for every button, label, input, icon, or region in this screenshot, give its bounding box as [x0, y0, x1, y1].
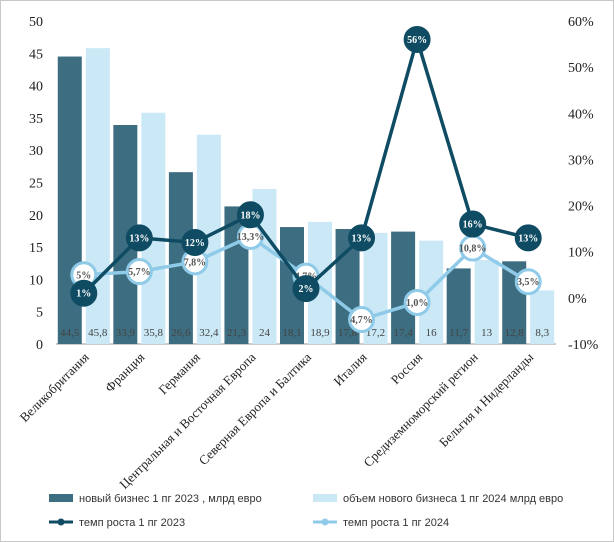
bar-value-label: 18,1 [282, 327, 301, 339]
y-tick-label: 40 [29, 80, 43, 95]
line-value-label: 10,8% [459, 244, 487, 255]
line-value-label: 56% [407, 35, 427, 46]
bar-value-label: 21,3 [227, 327, 247, 339]
y2-tick-label: 40% [568, 107, 594, 122]
legend-label: объем нового бизнеса 1 пг 2024 млрд евро [343, 493, 563, 505]
marker-2024 [348, 306, 376, 334]
y2-tick-label: 60% [568, 15, 594, 30]
y2-tick-label: 10% [568, 246, 594, 261]
y2-tick-label: 20% [568, 200, 594, 215]
bar-value-label: 17,4 [393, 327, 413, 339]
marker-2024 [403, 288, 431, 316]
category-label: Италия [330, 350, 369, 389]
y-tick-label: 5 [36, 306, 43, 321]
marker-2023 [403, 25, 431, 53]
legend-swatch [313, 494, 337, 502]
line-value-label: 13% [129, 233, 149, 244]
category-label: Средиземноморский регион [360, 349, 480, 469]
bar-2024 [474, 260, 499, 344]
bar-2023 [391, 231, 416, 344]
y-tick-label: 10 [29, 273, 43, 288]
marker-2023 [181, 228, 209, 256]
line-value-label: 3,5% [517, 277, 540, 288]
y-tick-label: 25 [29, 177, 43, 192]
y-tick-label: 0 [36, 338, 43, 353]
bar-value-label: 13 [481, 327, 493, 339]
y-tick-label: 15 [29, 241, 43, 256]
line-value-label: 7,8% [184, 257, 207, 268]
bar-value-label: 44,5 [60, 327, 80, 339]
y-tick-label: 35 [29, 112, 43, 127]
bar-value-label: 17,8 [338, 327, 358, 339]
line-value-label: 1,0% [406, 298, 429, 309]
line-value-label: 16% [463, 220, 483, 231]
bar-value-label: 16 [426, 327, 438, 339]
legend-label: темп роста 1 пг 2023 [79, 517, 185, 529]
bar-value-label: 33,9 [116, 327, 136, 339]
line-value-label: 18% [240, 210, 260, 221]
legend-label: новый бизнес 1 пг 2023 , млрд евро [79, 493, 262, 505]
category-label: Франция [102, 350, 148, 396]
category-label: Германия [155, 350, 203, 398]
line-value-label: 13% [518, 233, 538, 244]
line-value-label: 4,7% [350, 315, 373, 326]
category-label: Бельгия и Нидерланды [436, 349, 537, 450]
marker-2023 [125, 224, 153, 252]
line-value-label: 1% [76, 289, 91, 300]
category-label: Великобритания [17, 350, 92, 425]
bar-value-label: 8,3 [535, 327, 549, 339]
bar-value-label: 17,2 [366, 327, 385, 339]
legend-marker [57, 518, 65, 526]
y2-tick-label: 50% [568, 61, 594, 76]
marker-2023 [514, 224, 542, 252]
line-value-label: 12% [185, 238, 205, 249]
marker-2023 [292, 275, 320, 303]
bar-value-label: 35,8 [144, 327, 164, 339]
legend-swatch [49, 494, 73, 502]
marker-2023 [459, 210, 487, 238]
y-tick-label: 45 [29, 47, 43, 62]
bar-value-label: 12,8 [505, 327, 525, 339]
y-tick-label: 20 [29, 209, 43, 224]
legend-label: темп роста 1 пг 2024 [343, 517, 449, 529]
line-value-label: 5,7% [128, 267, 151, 278]
marker-2023 [348, 224, 376, 252]
y2-tick-label: 30% [568, 153, 594, 168]
bar-value-label: 45,8 [88, 327, 108, 339]
y2-tick-label: -10% [568, 338, 599, 353]
bar-value-label: 11,7 [449, 327, 468, 339]
category-label: Россия [388, 350, 426, 388]
bar-value-label: 24 [259, 327, 271, 339]
marker-2024 [125, 258, 153, 286]
marker-2024 [514, 268, 542, 296]
y-tick-label: 30 [29, 144, 43, 159]
line-value-label: 13% [352, 233, 372, 244]
legend-marker [321, 518, 329, 526]
bar-2024 [530, 290, 555, 344]
bar-2023 [446, 268, 471, 344]
bar-value-label: 18,9 [310, 327, 330, 339]
category-label: Северная Европа и Балтика [196, 349, 315, 468]
y2-tick-label: 0% [568, 292, 587, 307]
y-tick-label: 50 [29, 15, 43, 30]
line-value-label: 2% [299, 284, 314, 295]
bar-value-label: 32,4 [199, 327, 219, 339]
marker-2023 [236, 201, 264, 229]
line-value-label: 13,3% [237, 232, 265, 243]
line-value-label: 5% [76, 270, 91, 281]
marker-2023 [70, 279, 98, 307]
bar-value-label: 26,6 [171, 327, 191, 339]
